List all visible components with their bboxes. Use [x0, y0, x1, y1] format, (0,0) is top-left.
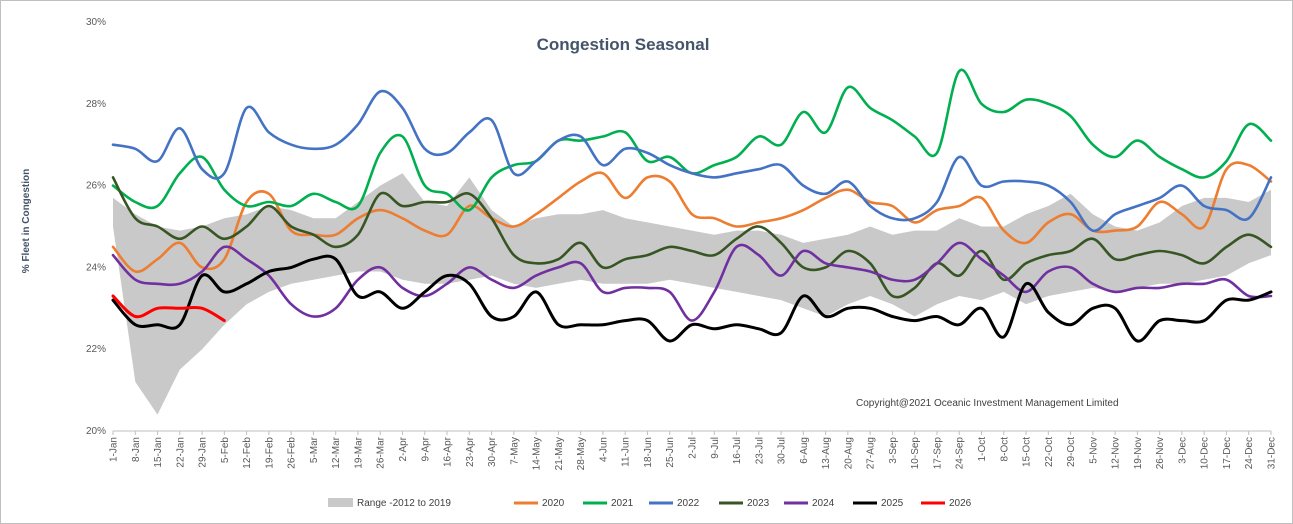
- x-tick-label: 12-Nov: [1111, 437, 1122, 469]
- legend-label-2020: 2020: [542, 498, 565, 509]
- y-tick-label: 22%: [86, 344, 106, 355]
- x-tick-label: 20-Aug: [843, 437, 854, 469]
- x-tick-label: 11-Jun: [621, 437, 632, 467]
- legend-item-2026: 2026: [921, 498, 972, 509]
- series-line-2026: [111, 294, 226, 323]
- y-tick-label: 28%: [86, 99, 106, 110]
- x-tick-label: 17-Dec: [1222, 437, 1233, 469]
- x-tick-label: 16-Apr: [443, 436, 454, 467]
- x-tick-label: 28-May: [576, 437, 587, 470]
- x-tick-label: 19-Nov: [1133, 437, 1144, 469]
- x-tick-label: 23-Apr: [465, 436, 476, 467]
- x-tick-label: 5-Nov: [1088, 437, 1099, 464]
- x-tick-label: 24-Sep: [955, 437, 966, 470]
- x-tick-label: 3-Dec: [1177, 437, 1188, 464]
- copyright-annotation: Copyright@2021 Oceanic Investment Manage…: [856, 398, 1119, 409]
- legend-item-2020: 2020: [514, 498, 565, 509]
- x-tick-label: 2-Apr: [398, 436, 409, 461]
- legend-item-2023: 2023: [719, 498, 770, 509]
- series-line-2020: [111, 161, 1273, 274]
- y-tick-label: 30%: [86, 17, 106, 28]
- x-tick-label: 17-Sep: [933, 437, 944, 470]
- x-tick-label: 10-Dec: [1200, 437, 1211, 469]
- x-tick-label: 16-Jul: [732, 437, 743, 464]
- x-tick-label: 30-Apr: [487, 436, 498, 467]
- x-tick-label: 9-Apr: [420, 436, 431, 461]
- y-axis-label: % Fleet in Congestion: [21, 169, 32, 273]
- x-tick-label: 21-May: [554, 437, 565, 470]
- legend-swatch-range: [328, 498, 353, 507]
- x-tick-label: 2-Jul: [688, 437, 699, 459]
- x-tick-label: 3-Sep: [888, 437, 899, 464]
- x-tick-label: 23-Jul: [754, 437, 765, 464]
- legend-label-2023: 2023: [747, 498, 770, 509]
- x-tick-label: 6-Aug: [799, 437, 810, 464]
- x-axis: 1-Jan 8-Jan 15-Jan 22-Jan 29-Jan 5-Feb 12-Feb 1…: [109, 430, 1278, 470]
- x-tick-label: 27-Aug: [866, 437, 877, 469]
- x-tick-label: 5-Mar: [309, 436, 320, 463]
- legend: Range -2012 to 2019 2020 2021 2022 2023 2024 2…: [328, 498, 972, 509]
- series-line-2025: [111, 254, 1273, 343]
- x-tick-label: 9-Jul: [710, 437, 721, 459]
- x-tick-label: 24-Dec: [1244, 437, 1255, 469]
- legend-label-range: Range -2012 to 2019: [357, 498, 451, 509]
- x-tick-label: 22-Jan: [175, 437, 186, 468]
- y-tick-label: 20%: [86, 426, 106, 437]
- x-tick-label: 26-Nov: [1155, 437, 1166, 469]
- x-tick-label: 7-May: [509, 437, 520, 465]
- legend-item-2024: 2024: [784, 498, 835, 509]
- x-tick-label: 14-May: [532, 437, 543, 470]
- range-band-layer: [113, 173, 1271, 415]
- x-tick-label: 13-Aug: [821, 437, 832, 469]
- series-line-2024: [111, 241, 1273, 322]
- legend-item-2025: 2025: [853, 498, 904, 509]
- legend-label-2021: 2021: [611, 498, 634, 509]
- legend-label-2022: 2022: [677, 498, 700, 509]
- x-tick-label: 19-Mar: [354, 436, 365, 468]
- series-lines-layer: [111, 68, 1273, 343]
- y-axis: 20% 22% 24% 26% 28% 30%: [86, 17, 106, 437]
- legend-label-2025: 2025: [881, 498, 904, 509]
- y-tick-label: 26%: [86, 181, 106, 192]
- x-tick-label: 26-Feb: [287, 437, 298, 469]
- x-tick-label: 8-Jan: [131, 437, 142, 462]
- x-tick-label: 25-Jun: [665, 437, 676, 468]
- x-tick-label: 4-Jun: [598, 437, 609, 462]
- legend-label-2026: 2026: [949, 498, 972, 509]
- legend-item-2022: 2022: [649, 498, 700, 509]
- x-tick-label: 26-Mar: [376, 436, 387, 468]
- series-line-2021: [111, 68, 1273, 212]
- x-tick-label: 29-Jan: [198, 437, 209, 468]
- x-tick-label: 30-Jul: [777, 437, 788, 464]
- x-tick-label: 31-Dec: [1267, 437, 1278, 469]
- x-tick-label: 10-Sep: [910, 437, 921, 470]
- range-band-area: [113, 173, 1271, 415]
- series-line-2022: [111, 89, 1273, 232]
- legend-item-range: Range -2012 to 2019: [328, 498, 451, 509]
- x-tick-label: 8-Oct: [999, 437, 1010, 462]
- x-tick-label: 15-Oct: [1022, 437, 1033, 467]
- series-line-2023: [111, 176, 1273, 299]
- legend-item-2021: 2021: [583, 498, 634, 509]
- x-tick-label: 29-Oct: [1066, 437, 1077, 467]
- chart-title: Congestion Seasonal: [537, 35, 710, 54]
- x-tick-label: 19-Feb: [264, 437, 275, 469]
- x-tick-label: 12-Mar: [331, 436, 342, 468]
- x-tick-label: 5-Feb: [220, 437, 231, 464]
- x-tick-label: 22-Oct: [1044, 437, 1055, 467]
- x-tick-label: 12-Feb: [242, 437, 253, 469]
- x-tick-label: 18-Jun: [643, 437, 654, 468]
- x-tick-label: 1-Jan: [109, 437, 120, 462]
- x-tick-label: 1-Oct: [977, 437, 988, 462]
- y-tick-label: 24%: [86, 262, 106, 273]
- legend-label-2024: 2024: [812, 498, 835, 509]
- x-tick-label: 15-Jan: [153, 437, 164, 468]
